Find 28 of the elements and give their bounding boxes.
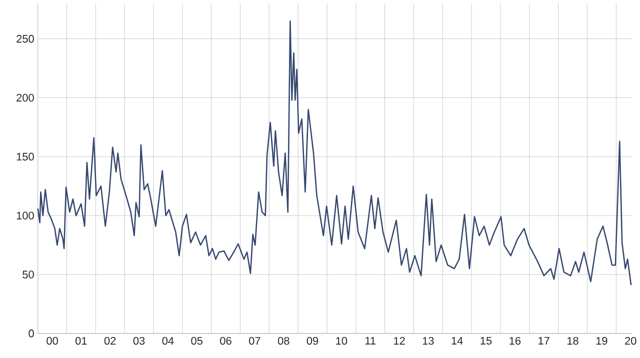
y-tick-label: 50 xyxy=(22,270,34,278)
x-tick-label: 09 xyxy=(306,336,318,345)
x-tick-label: 06 xyxy=(220,336,232,345)
x-tick-label: 10 xyxy=(336,336,348,345)
x-tick-label: 04 xyxy=(162,336,174,345)
y-tick-label: 100 xyxy=(16,212,34,220)
x-tick-label: 00 xyxy=(46,336,58,345)
x-tick-label: 07 xyxy=(249,336,260,345)
x-tick-label: 19 xyxy=(596,336,608,345)
x-tick-label: 02 xyxy=(104,336,116,345)
x-tick-label: 17 xyxy=(538,336,550,344)
x-tick-label: 05 xyxy=(191,336,202,345)
x-tick-label: 15 xyxy=(480,336,492,344)
y-tick-label: 250 xyxy=(16,34,34,43)
x-tick-label: 03 xyxy=(133,336,145,345)
x-tick-label: 13 xyxy=(422,336,434,345)
y-tick-label: 0 xyxy=(28,329,34,338)
x-tick-label: 11 xyxy=(365,336,376,344)
x-tick-label: 01 xyxy=(76,336,87,345)
y-tick-label: 150 xyxy=(16,152,34,160)
x-tick-label: 16 xyxy=(510,336,521,345)
line-series xyxy=(37,20,632,286)
x-tick-label: 18 xyxy=(567,336,578,345)
y-tick-label: 200 xyxy=(16,94,34,102)
x-tick-label: 12 xyxy=(394,336,405,344)
x-tick-label: 08 xyxy=(278,336,290,345)
x-tick-label: 20 xyxy=(625,336,636,345)
x-tick-label: 14 xyxy=(452,336,463,344)
